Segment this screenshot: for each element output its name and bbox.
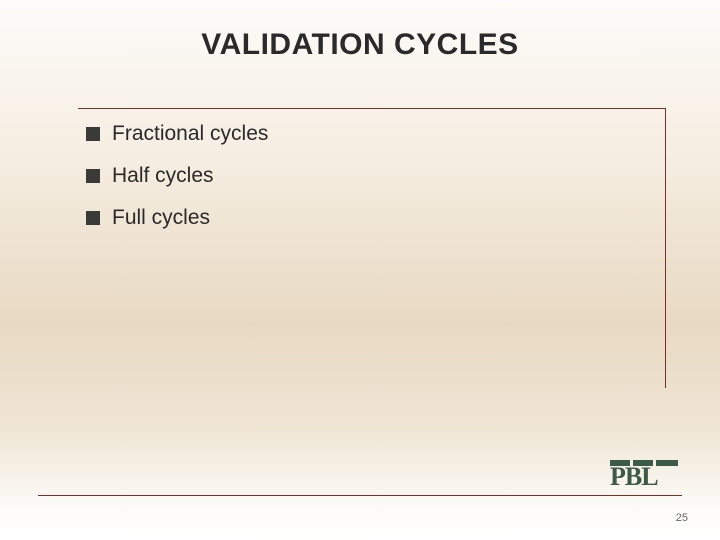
footer-divider xyxy=(38,495,682,496)
list-item: Fractional cycles xyxy=(86,122,646,146)
list-item: Half cycles xyxy=(86,164,646,188)
bullet-square-icon xyxy=(86,169,100,183)
slide: VALIDATION CYCLES Fractional cycles Half… xyxy=(0,0,720,540)
bullet-text: Half cycles xyxy=(112,164,214,188)
pbl-logo: PBL xyxy=(610,460,680,490)
slide-title: VALIDATION CYCLES xyxy=(0,28,720,62)
bullet-text: Full cycles xyxy=(112,206,210,230)
list-item: Full cycles xyxy=(86,206,646,230)
bullet-text: Fractional cycles xyxy=(112,122,268,146)
bullet-list: Fractional cycles Half cycles Full cycle… xyxy=(86,122,646,248)
bullet-square-icon xyxy=(86,127,100,141)
page-number: 25 xyxy=(676,512,688,524)
bullet-square-icon xyxy=(86,211,100,225)
logo-text: PBL xyxy=(610,464,658,490)
